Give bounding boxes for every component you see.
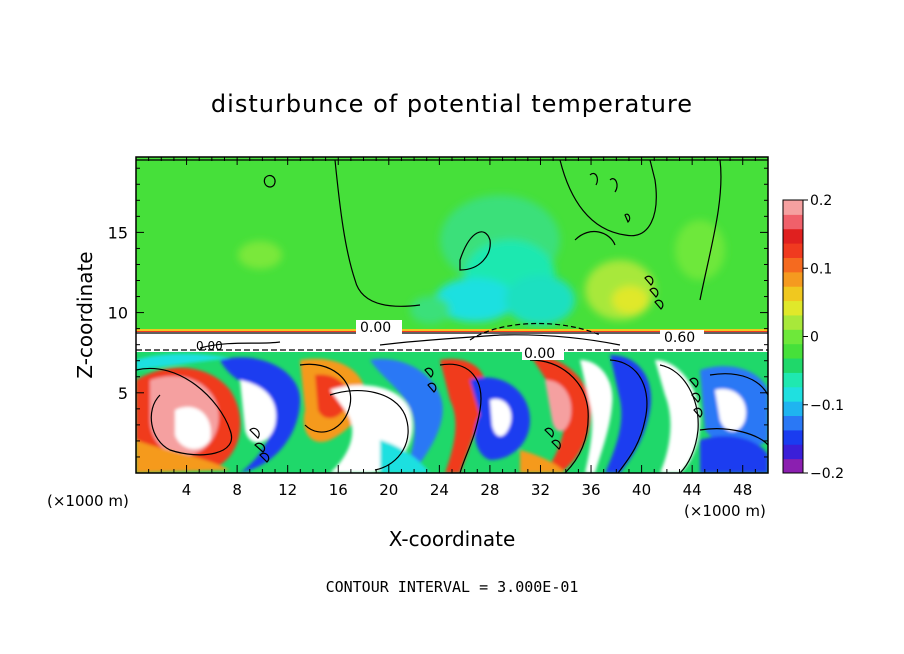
colorbar-swatch [783, 458, 803, 474]
y-tick-label: 5 [118, 384, 128, 403]
colorbar-swatch [783, 386, 803, 402]
x-tick-label: 32 [531, 481, 550, 499]
x-axis: 4 8 12 16 20 24 28 32 36 40 44 48 [148, 157, 756, 499]
contour-label: 0.00 [196, 339, 223, 353]
x-tick-label: 12 [278, 481, 297, 499]
chart-title: disturbunce of potential temperature [211, 90, 693, 118]
x-tick-label: 40 [632, 481, 651, 499]
x-tick-label: 36 [581, 481, 600, 499]
contour-label: 0.00 [524, 346, 555, 362]
colorbar-swatch [783, 372, 803, 388]
x-unit-label: (×1000 m) [684, 502, 766, 520]
colorbar-swatch [783, 286, 803, 302]
contour-interval-note: CONTOUR INTERVAL = 3.000E-01 [326, 578, 579, 596]
colorbar-tick-label: −0.1 [810, 398, 844, 414]
x-tick-label: 8 [232, 481, 242, 499]
y-tick-label: 10 [108, 304, 128, 323]
colorbar-swatch [783, 343, 803, 359]
colorbar-swatch [783, 214, 803, 230]
colorbar-swatch [783, 243, 803, 258]
inversion-band [136, 330, 768, 352]
colorbar-tick-label: 0 [810, 330, 819, 346]
colorbar-ticks: 0.2 0.1 0 −0.1 −0.2 [803, 193, 844, 482]
upper-layer-anomalies [238, 195, 725, 325]
colorbar-swatch [783, 300, 803, 316]
contour-label: 0.00 [360, 320, 391, 336]
colorbar-swatch [783, 429, 803, 445]
lower-layer-eddies [136, 353, 768, 473]
x-tick-label: 20 [379, 481, 398, 499]
colorbar-swatch [783, 314, 803, 330]
colorbar-swatch [783, 228, 803, 244]
colorbar-tick-label: 0.2 [810, 193, 832, 209]
colorbar-tick-label: −0.2 [810, 466, 844, 482]
colorbar-tick-label: 0.1 [810, 261, 832, 277]
y-axis-label: Z-coordinate [73, 251, 97, 378]
contour-label: 0.60 [664, 330, 695, 346]
colorbar-swatch [783, 200, 803, 215]
x-axis-label: X-coordinate [389, 527, 516, 551]
colorbar-swatch [783, 358, 803, 373]
y-tick-label: 15 [108, 223, 128, 242]
colorbar [783, 200, 803, 474]
colorbar-swatch [783, 444, 803, 460]
x-tick-label: 4 [182, 481, 192, 499]
colorbar-swatch [783, 271, 803, 287]
x-tick-label: 44 [683, 481, 702, 499]
contour-value-labels: 0.00 0.00 0.60 0.00 [196, 320, 704, 362]
y-axis: 5 10 15 [108, 167, 768, 458]
x-tick-label: 24 [430, 481, 449, 499]
colorbar-swatch [783, 329, 803, 345]
x-tick-label: 16 [329, 481, 348, 499]
colorbar-swatch [783, 415, 803, 431]
colorbar-swatch [783, 401, 803, 417]
colorbar-swatch [783, 257, 803, 273]
x-tick-label: 48 [733, 481, 752, 499]
plot-area [136, 157, 768, 473]
x-tick-label: 28 [480, 481, 499, 499]
z-unit-label: (×1000 m) [47, 492, 129, 510]
